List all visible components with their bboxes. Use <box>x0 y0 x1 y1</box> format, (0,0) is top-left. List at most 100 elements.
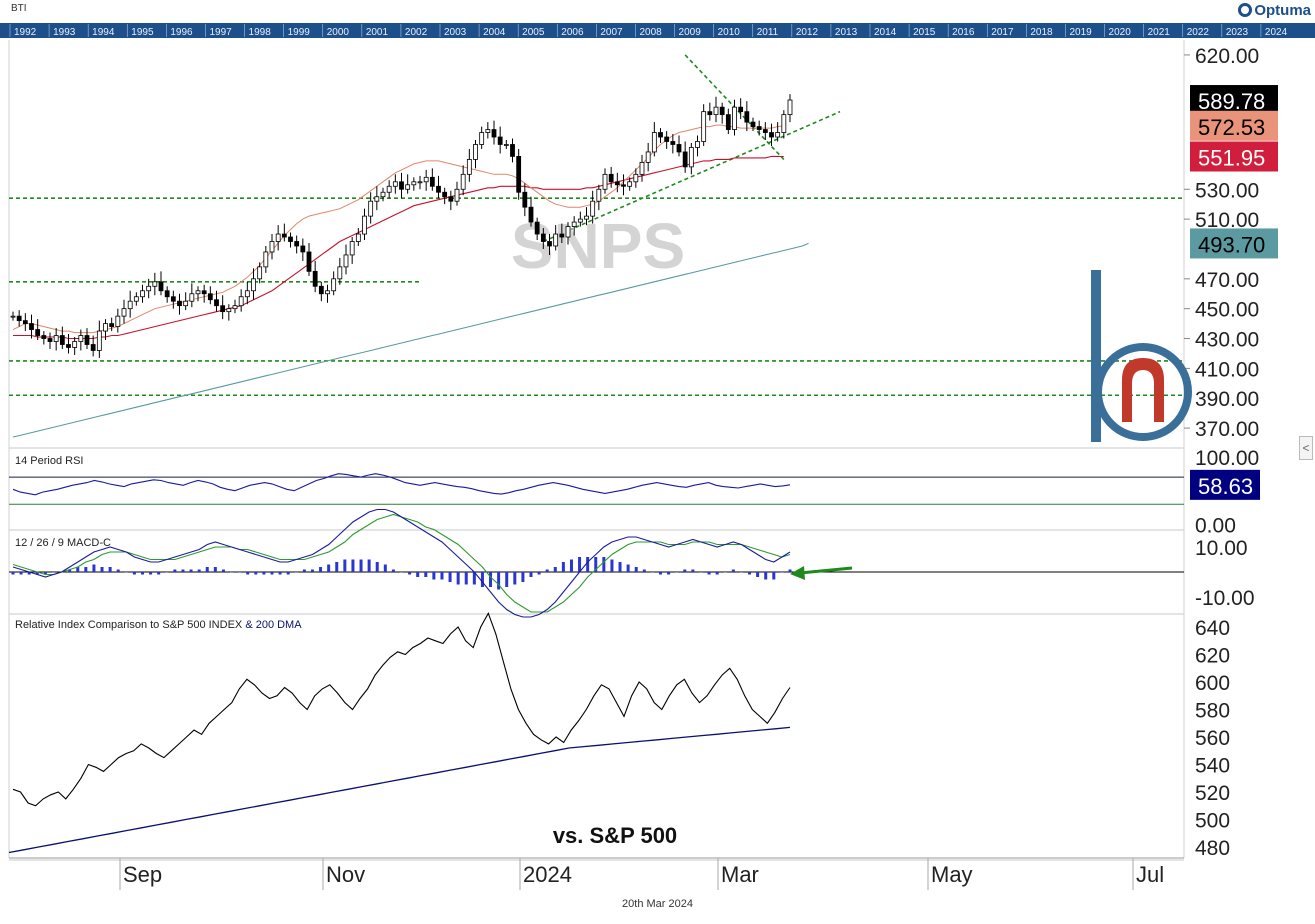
timeline-year: 2006 <box>561 27 584 38</box>
candle-body <box>449 197 453 201</box>
candle-body <box>770 133 774 137</box>
macd-histogram-bar <box>214 567 217 572</box>
timeline-year: 2009 <box>679 27 702 38</box>
candle-body <box>566 227 570 237</box>
candle-body <box>171 297 175 301</box>
candle-body <box>128 301 132 308</box>
candle-body <box>437 186 441 192</box>
relative-y-tick: 560 <box>1195 727 1230 750</box>
macd-histogram-bar <box>279 572 282 575</box>
macd-histogram-bar <box>513 572 516 585</box>
macd-histogram-bar <box>489 572 492 587</box>
macd-histogram-bar <box>619 562 622 572</box>
timeline-year: 2008 <box>639 27 662 38</box>
timeline-year: 1992 <box>14 27 37 38</box>
macd-histogram-bar <box>789 570 792 573</box>
candle-body <box>369 201 373 216</box>
rsi-title: 14 Period RSI <box>15 455 83 467</box>
relative-y-tick: 620 <box>1195 645 1230 668</box>
candle-body <box>603 174 607 189</box>
timeline-year: 2005 <box>522 27 545 38</box>
candle-body <box>622 185 626 186</box>
macd-histogram-bar <box>157 572 160 575</box>
candle-body <box>628 182 632 186</box>
scroll-left-button[interactable]: < <box>1299 436 1313 460</box>
candle-body <box>782 115 786 133</box>
timeline-year: 2004 <box>483 27 506 38</box>
macd-histogram-bar <box>432 572 435 580</box>
candle-body <box>338 267 342 279</box>
price-y-tick: 450.00 <box>1195 299 1259 322</box>
macd-histogram-bar <box>376 562 379 572</box>
macd-histogram-bar <box>327 565 330 573</box>
macd-histogram-bar <box>360 560 363 573</box>
candle-body <box>591 201 595 216</box>
candle-body <box>36 330 40 336</box>
macd-histogram-bar <box>424 572 427 577</box>
candle-body <box>17 316 21 320</box>
candle-body <box>363 216 367 234</box>
candle-body <box>535 222 539 234</box>
candle-body <box>165 291 169 297</box>
timeline-year: 1999 <box>288 27 311 38</box>
macd-histogram-bar <box>732 570 735 573</box>
macd-histogram-bar <box>651 572 654 573</box>
candle-body <box>233 306 237 309</box>
candle-body <box>184 301 188 305</box>
macd-histogram-bar <box>392 570 395 573</box>
candle-body <box>400 182 404 189</box>
macd-histogram-bar <box>764 572 767 580</box>
rsi-tag-label: 58.63 <box>1198 474 1253 499</box>
candle-body <box>54 336 58 342</box>
candle-body <box>523 192 527 207</box>
x-axis-label: May <box>931 862 973 887</box>
macd-histogram-bar <box>238 572 241 573</box>
candle-body <box>313 271 317 286</box>
candle-body <box>486 130 490 133</box>
candle-body <box>529 207 533 222</box>
timeline-year: 2020 <box>1109 27 1132 38</box>
candle-body <box>412 182 416 185</box>
macd-histogram-bar <box>756 572 759 577</box>
macd-histogram-bar <box>538 572 541 575</box>
candle-body <box>720 107 724 114</box>
macd-histogram-bar <box>465 572 468 585</box>
rsi-y-tick: 0.00 <box>1195 515 1236 538</box>
candle-body <box>726 115 730 130</box>
price-tag-label-sma200: 493.70 <box>1198 232 1265 257</box>
macd-histogram-bar <box>149 572 152 575</box>
timeline-year: 2021 <box>1148 27 1171 38</box>
macd-histogram-bar <box>602 557 605 572</box>
macd-line <box>13 510 790 618</box>
candle-body <box>455 189 459 201</box>
macd-histogram-bar <box>384 565 387 573</box>
macd-histogram-bar <box>643 570 646 573</box>
timeline-year: 2019 <box>1069 27 1092 38</box>
candle-body <box>763 130 767 133</box>
candle-body <box>659 133 663 137</box>
x-axis-label: Sep <box>123 862 162 887</box>
macd-histogram-bar <box>101 567 104 572</box>
candle-body <box>615 182 619 185</box>
macd-histogram-bar <box>198 570 201 573</box>
macd-histogram-bar <box>505 572 508 587</box>
candle-body <box>406 185 410 189</box>
relative-y-tick: 580 <box>1195 700 1230 723</box>
macd-histogram-bar <box>724 572 727 573</box>
candle-body <box>387 186 391 192</box>
candle-body <box>597 189 601 201</box>
candle-body <box>430 177 434 186</box>
candle-body <box>178 301 182 305</box>
candle-body <box>708 112 712 115</box>
macd-histogram-bar <box>659 572 662 575</box>
macd-histogram-bar <box>691 570 694 573</box>
price-y-tick: 370.00 <box>1195 418 1259 441</box>
macd-histogram-bar <box>84 567 87 572</box>
macd-histogram-bar <box>586 557 589 572</box>
price-y-tick: 470.00 <box>1195 269 1259 292</box>
macd-histogram-bar <box>20 572 23 575</box>
macd-histogram-bar <box>627 565 630 573</box>
candle-body <box>652 133 656 152</box>
candle-body <box>282 234 286 237</box>
timeline-year: 2015 <box>913 27 936 38</box>
